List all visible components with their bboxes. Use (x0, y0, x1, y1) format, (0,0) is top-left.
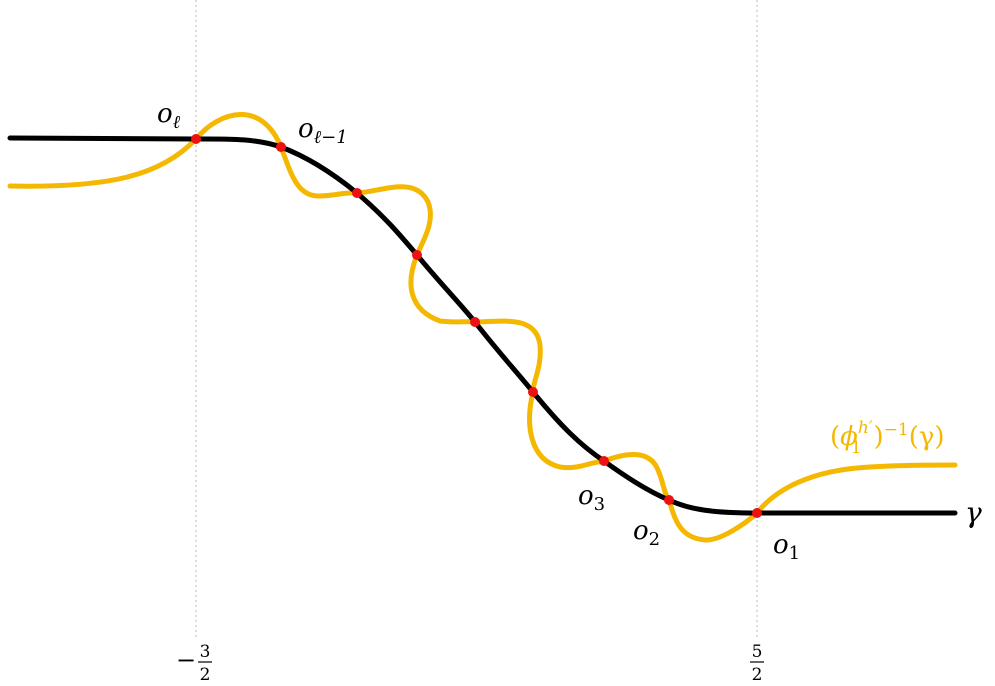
label-o-ell-minus-1-sub: ℓ−1 (314, 127, 348, 148)
tick-left-sign: − (176, 646, 196, 674)
point-o-3 (599, 456, 609, 466)
label-o-2: o2 (633, 516, 660, 550)
tick-right-num: 5 (752, 642, 763, 662)
tick-right-den: 2 (752, 665, 763, 685)
tick-right: 5 2 (750, 642, 764, 685)
point-o-1 (752, 508, 762, 518)
label-o-3-base: o (578, 481, 594, 511)
label-gamma: γ (965, 496, 982, 529)
label-o-ell-base: o (157, 99, 173, 129)
label-o-2-sub: 2 (649, 529, 660, 550)
label-o-3-sub: 3 (594, 494, 605, 515)
label-o-ell-minus-1: oℓ−1 (298, 114, 348, 148)
label-preimage: (ϕh′ 1)−1(γ) (830, 418, 945, 458)
label-preimage-sup2: −1 (884, 420, 909, 440)
label-o-ell: oℓ (157, 99, 181, 133)
intersection-points (191, 134, 762, 518)
label-o-1: o1 (773, 530, 800, 564)
point-intersection (412, 250, 422, 260)
label-preimage-sup: h′ (858, 418, 873, 438)
tick-left-num: 3 (200, 642, 211, 662)
point-intersection (352, 188, 362, 198)
label-o-1-base: o (773, 530, 789, 560)
label-o-ell-sub: ℓ (173, 112, 181, 133)
label-preimage-close: ) (874, 422, 884, 452)
label-o-3: o3 (578, 481, 605, 515)
point-o-ell (191, 134, 201, 144)
label-preimage-arg: (γ) (909, 422, 945, 452)
point-intersection (528, 387, 538, 397)
label-preimage-sub: 1 (851, 438, 862, 458)
label-o-1-sub: 1 (789, 543, 800, 564)
preimage-curve (7, 112, 958, 543)
gamma-curve (7, 135, 958, 516)
label-o-2-base: o (633, 516, 649, 546)
tick-left-den: 2 (200, 665, 211, 685)
label-preimage-open: ( (830, 422, 840, 452)
label-preimage-phi: ϕ (840, 422, 858, 452)
point-o-ell-minus-1 (276, 142, 286, 152)
label-o-ell-minus-1-base: o (298, 114, 314, 144)
tick-left: − 3 2 (176, 642, 212, 685)
point-intersection (470, 317, 480, 327)
point-o-2 (664, 495, 674, 505)
